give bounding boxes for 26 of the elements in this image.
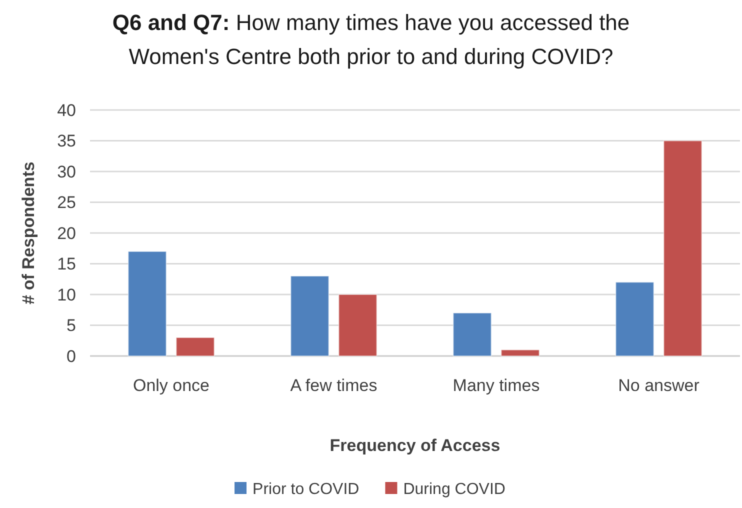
bar: [290, 276, 330, 356]
bar: [338, 294, 378, 356]
y-tick-label: 10: [57, 285, 76, 304]
bar: [500, 349, 540, 356]
bar: [663, 140, 702, 356]
chart-title: Q6 and Q7: How many times have you accessed the Women's Centre both prior to and during COVID?: [112, 10, 630, 70]
y-tick-label: 0: [66, 346, 76, 366]
x-tick-label: Many times: [452, 376, 540, 395]
x-tick-label: No answer: [618, 376, 700, 395]
y-tick-label: 5: [66, 316, 76, 336]
legend-label: Prior to COVID: [252, 481, 360, 498]
legend-label: During COVID: [403, 481, 506, 498]
y-tick-label: 25: [57, 193, 76, 212]
x-tick-label: Only once: [132, 376, 210, 395]
y-tick-label: 40: [57, 100, 76, 120]
bar: [176, 337, 215, 356]
y-axis-title: # of Respondents: [19, 162, 38, 304]
x-tick-label: A few times: [290, 376, 378, 395]
y-tick-label: 20: [57, 224, 76, 243]
bar: [615, 282, 654, 356]
bar: [128, 250, 167, 356]
y-tick-label: 30: [57, 162, 76, 182]
bar: [452, 312, 492, 356]
y-tick-label: 15: [57, 254, 76, 274]
y-tick-label: 35: [57, 132, 76, 151]
x-axis-title: Frequency of Access: [330, 436, 500, 455]
